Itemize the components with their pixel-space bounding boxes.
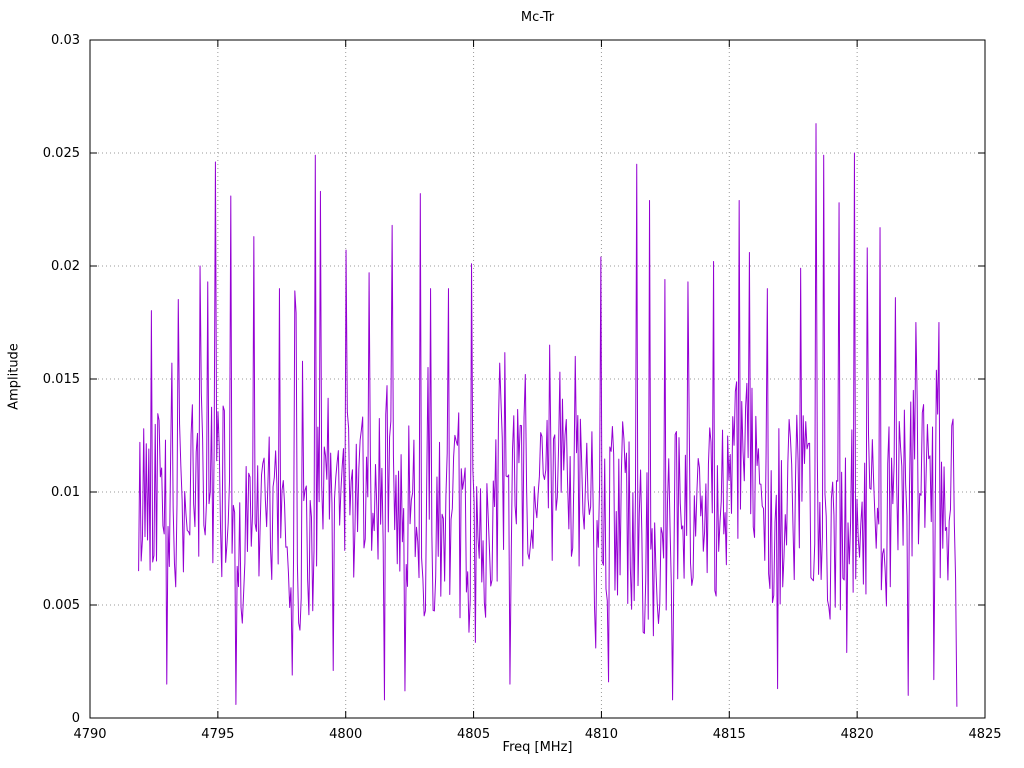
series-spectrum-line — [138, 123, 958, 707]
y-tick-label: 0.03 — [51, 33, 80, 48]
x-tick-label: 4790 — [73, 727, 106, 742]
y-tick-label: 0.02 — [51, 259, 80, 274]
y-tick-label: 0.01 — [51, 485, 80, 500]
x-tick-label: 4795 — [201, 727, 234, 742]
y-tick-label: 0.025 — [43, 146, 80, 161]
chart-title: Mc-Tr — [520, 10, 555, 25]
x-tick-label: 4800 — [329, 727, 362, 742]
x-tick-label: 4805 — [457, 727, 490, 742]
y-axis-label: Amplitude — [6, 343, 22, 410]
x-tick-label: 4810 — [585, 727, 618, 742]
y-tick-label: 0.005 — [43, 598, 80, 613]
y-tick-label: 0.015 — [43, 372, 80, 387]
x-tick-label: 4815 — [713, 727, 746, 742]
x-tick-label: 4820 — [841, 727, 874, 742]
x-tick-label: 4825 — [968, 727, 1001, 742]
y-tick-label: 0 — [72, 711, 80, 726]
x-axis-label: Freq [MHz] — [502, 740, 573, 755]
